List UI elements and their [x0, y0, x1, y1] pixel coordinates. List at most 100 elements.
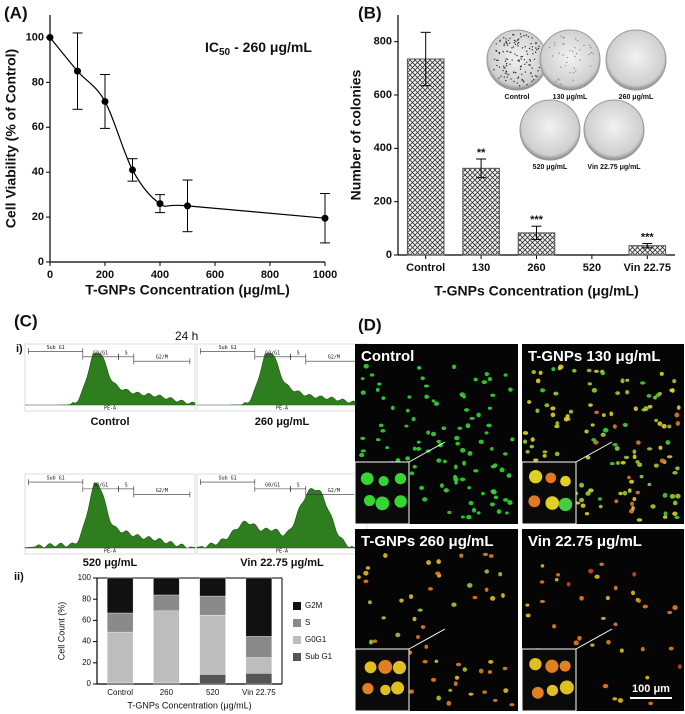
cell: [484, 587, 489, 592]
cell: [631, 505, 635, 511]
cell: [499, 467, 505, 473]
histogram-label: Vin 22.75 μg/mL: [240, 557, 324, 569]
cell: [457, 426, 463, 430]
cell: [602, 427, 609, 433]
cell: [554, 424, 560, 429]
colony: [522, 80, 525, 82]
x-tick-label: Control: [107, 688, 133, 697]
cell: [550, 406, 556, 411]
colony: [500, 75, 502, 77]
colony: [535, 47, 537, 49]
cell: [491, 489, 496, 494]
colony: [513, 39, 516, 42]
colony: [499, 40, 501, 43]
cell: [469, 416, 475, 420]
cell: [654, 418, 659, 423]
cell: [554, 577, 559, 582]
cell: [640, 646, 645, 652]
y-tick-label: 0: [87, 679, 92, 688]
colony: [517, 45, 519, 47]
cell: [539, 580, 545, 584]
cell: [482, 690, 487, 694]
colony: [529, 64, 531, 66]
histogram: [25, 353, 196, 406]
cell: [378, 423, 384, 428]
cell: [612, 424, 617, 429]
cell: [405, 456, 411, 461]
cell: [525, 603, 530, 607]
cell: [466, 514, 472, 520]
legend-label: G0G1: [305, 635, 327, 644]
colony: [527, 36, 530, 38]
inset-cell: [363, 494, 376, 507]
cell: [617, 698, 624, 703]
cell: [563, 416, 569, 422]
sub-label: i): [16, 343, 23, 355]
y-axis-title: Number of colonies: [348, 69, 364, 200]
bar-segment: [245, 657, 272, 674]
cell: [367, 600, 372, 605]
colony: [530, 72, 532, 74]
cell: [672, 500, 678, 506]
bar-segment: [199, 674, 226, 685]
cell: [657, 421, 663, 426]
colony: [498, 66, 501, 68]
gate-label: Sub G1: [219, 476, 237, 482]
gate-label: S: [297, 350, 300, 356]
bar-segment: [153, 610, 180, 684]
colony: [523, 34, 525, 37]
sub-label: ii): [14, 571, 24, 583]
inset-pointer: [575, 441, 613, 463]
cell: [460, 447, 466, 453]
colony: [592, 52, 594, 54]
y-axis-title: Cell Count (%): [56, 602, 66, 661]
cell: [529, 444, 535, 449]
bar-segment: [245, 673, 272, 685]
inset-cell: [364, 661, 377, 674]
cell: [588, 488, 594, 493]
gate-label: G0/G1: [93, 482, 108, 488]
point: [321, 214, 329, 222]
cell: [538, 370, 543, 375]
y-tick-label: 20: [82, 658, 91, 667]
cell: [544, 403, 550, 408]
panel-label: (C): [14, 311, 38, 330]
cell: [677, 664, 682, 669]
cell: [365, 566, 371, 570]
colony: [569, 49, 571, 51]
colony: [493, 68, 495, 71]
colony: [555, 80, 557, 82]
histogram-axis: PE-A: [104, 549, 116, 555]
cell: [486, 423, 492, 428]
colony: [528, 47, 531, 50]
cell: [612, 697, 618, 701]
x-tick-label: Vin 22.75: [242, 688, 276, 697]
colony: [530, 42, 532, 45]
significance: ***: [641, 231, 655, 243]
colony: [512, 34, 515, 36]
cell: [657, 392, 662, 396]
cell: [375, 387, 380, 392]
gate-label: S: [125, 350, 128, 356]
inset-cell: [528, 495, 541, 508]
cell: [419, 485, 425, 491]
cell: [454, 480, 458, 485]
cell: [404, 424, 409, 428]
cell: [380, 429, 386, 433]
gate-label: Sub G1: [47, 476, 65, 482]
inset-cell: [378, 659, 393, 674]
cell: [481, 491, 485, 496]
inset-pointer: [408, 441, 446, 463]
cell: [502, 498, 509, 502]
colony: [516, 39, 519, 41]
colony: [505, 71, 508, 73]
colony: [506, 73, 508, 75]
bar-segment: [199, 614, 226, 675]
micrograph-label: Control: [361, 348, 414, 365]
cell: [490, 595, 496, 601]
colony: [528, 64, 530, 66]
colony: [519, 68, 522, 70]
cell: [368, 639, 374, 645]
bar-segment: [199, 577, 226, 597]
legend-label: Sub G1: [305, 652, 333, 661]
